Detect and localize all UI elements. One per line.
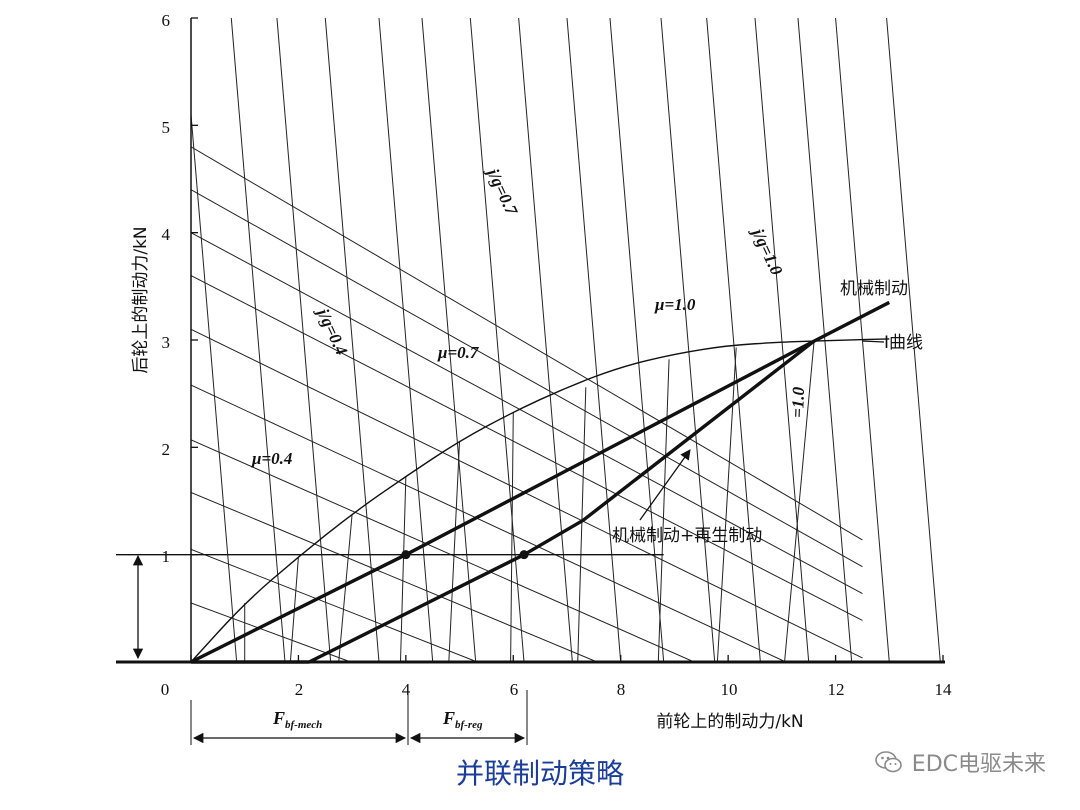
deceleration-line-13 — [797, 18, 853, 662]
front-rear-line-7 — [657, 359, 670, 662]
front-rear-line-3 — [399, 476, 407, 662]
x-tick-label-0: 0 — [161, 680, 170, 699]
deceleration-line-15 — [886, 18, 941, 662]
x-tick-label-6: 6 — [510, 680, 519, 699]
watermark-text: EDC电驱未来 — [911, 752, 1046, 777]
i-curve-leader — [861, 340, 885, 343]
label-fbf-reg: Fbf-reg — [442, 708, 483, 731]
y-tick-label-3: 3 — [162, 333, 171, 352]
deceleration-line-7 — [518, 18, 573, 662]
deceleration-line-1 — [230, 18, 286, 662]
deceleration-line-5 — [421, 18, 477, 662]
mu-line-4 — [191, 384, 786, 662]
label-jg-1.0: j/g=1.0 — [747, 223, 786, 279]
regen-pointer-arrow — [639, 449, 691, 521]
watermark: EDC电驱未来 — [874, 746, 1046, 778]
mu-line-6 — [191, 275, 863, 621]
x-tick-label-12: 12 — [828, 680, 845, 699]
deceleration-line-9 — [609, 18, 665, 662]
mechanical-braking-line — [190, 300, 891, 664]
x-tick-label-4: 4 — [402, 680, 411, 699]
chart-caption: 并联制动策略 — [455, 757, 624, 790]
intersection-marker-0 — [401, 550, 411, 560]
label-jg-0.4: j/g=0.4 — [312, 303, 351, 358]
front-rear-line-9 — [784, 341, 815, 662]
x-tick-label-10: 10 — [721, 680, 738, 699]
grid-lines — [191, 18, 941, 662]
deceleration-line-6 — [469, 18, 525, 662]
axis-ticks — [190, 17, 944, 662]
front-rear-line-5 — [510, 411, 514, 662]
y-tick-label-2: 2 — [162, 440, 171, 459]
mu-line-0 — [191, 602, 351, 662]
x-tick-label-8: 8 — [617, 680, 626, 699]
deceleration-line-2 — [276, 18, 332, 662]
mu-line-2 — [191, 491, 598, 662]
mu-line-9 — [191, 146, 863, 541]
x-tick-label-14: 14 — [935, 680, 953, 699]
front-rear-line-8 — [716, 347, 737, 662]
x-axis-title: 前轮上的制动力/kN — [656, 712, 803, 732]
label-i-curve: I曲线 — [884, 333, 923, 353]
y-tick-label-6: 6 — [162, 11, 171, 30]
wechat-icon — [874, 751, 902, 773]
y-tick-label-5: 5 — [162, 118, 171, 137]
label-mech-plus-regen: 机械制动+再生制动 — [612, 526, 762, 546]
deceleration-line-0 — [191, 108, 238, 662]
mu-line-3 — [191, 439, 695, 662]
deceleration-line-12 — [754, 18, 810, 662]
label-jg-0.7: j/g=0.7 — [482, 163, 522, 219]
label-mu-0.7: μ=0.7 — [437, 343, 480, 362]
deceleration-line-10 — [660, 18, 716, 662]
mu-line-8 — [191, 189, 863, 568]
mu-line-7 — [191, 232, 863, 595]
mu-line-5 — [191, 328, 863, 659]
label-mu-0.4: μ=0.4 — [251, 449, 292, 468]
intersection-marker-1 — [519, 550, 529, 560]
y-tick-label-1: 1 — [162, 547, 171, 566]
label-mechanical-braking: 机械制动 — [840, 279, 908, 299]
deceleration-line-8 — [566, 18, 622, 662]
front-rear-line-4 — [448, 440, 461, 662]
y-axis-title: 后轮上的制动力/kN — [131, 226, 151, 373]
deceleration-line-3 — [324, 18, 380, 662]
parallel-braking-chart: 0 2 4 6 8 10 12 14 1 2 3 4 5 6 前轮上的制动力/k… — [116, 11, 953, 745]
i-curve-line — [190, 338, 890, 663]
front-rear-line-6 — [577, 387, 587, 662]
mu-line-1 — [191, 548, 478, 662]
front-rear-line-2 — [338, 513, 353, 662]
deceleration-line-14 — [835, 18, 890, 662]
x-tick-label-2: 2 — [295, 680, 304, 699]
label-mu-1.0: μ=1.0 — [654, 295, 696, 314]
y-tick-label-4: 4 — [162, 225, 171, 244]
deceleration-line-11 — [706, 18, 761, 662]
label-eq-1.0: =1.0 — [788, 386, 808, 418]
label-fbf-mech: Fbf-mech — [272, 708, 322, 731]
